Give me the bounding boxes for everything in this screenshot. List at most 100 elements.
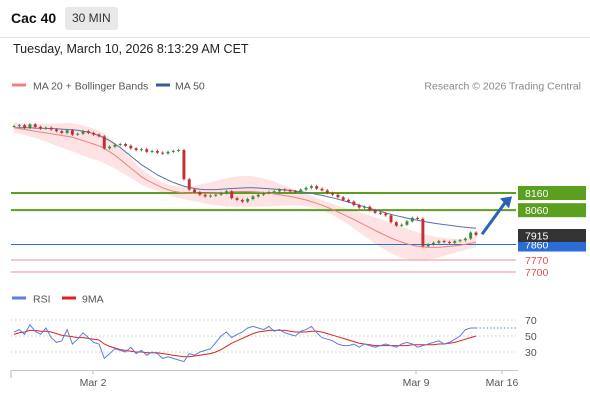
candle-body [421, 218, 425, 247]
moving-averages [13, 127, 477, 248]
candle-body [108, 146, 112, 149]
candle-body [347, 199, 351, 202]
candle-body [453, 241, 457, 243]
level-label-8160: 8160 [525, 188, 549, 200]
level-label-8060: 8060 [525, 205, 549, 217]
candle-body [458, 240, 462, 242]
candle-body [86, 131, 90, 133]
candle-body [230, 191, 234, 199]
candle-body [65, 130, 69, 133]
header-divider [0, 37, 590, 38]
report-datetime: Tuesday, March 10, 2026 8:13:29 AM CET [13, 42, 249, 56]
candle-body [246, 199, 250, 202]
candle-body [315, 186, 319, 189]
candle-body [293, 191, 297, 193]
rsi-tick-50: 50 [525, 331, 537, 343]
timeframe-button[interactable]: 30 MIN [65, 7, 118, 30]
candle-body [92, 132, 96, 135]
rsi-line [13, 323, 476, 363]
candle-body [262, 193, 266, 195]
candle-body [102, 136, 106, 149]
candle-body [378, 212, 382, 214]
candle-body [283, 189, 287, 191]
rsi-legend-label: RSI [33, 294, 51, 306]
candle-body [55, 129, 58, 132]
candle-body [166, 151, 170, 154]
level-label-7770: 7770 [525, 255, 549, 267]
rsi-ma-legend-label: 9MA [82, 294, 104, 306]
candle-body [341, 197, 345, 200]
candle-body [76, 133, 80, 135]
candle-body [267, 192, 271, 194]
candle-body [240, 199, 244, 202]
candle-body [177, 150, 181, 152]
rsi-tick-30: 30 [525, 347, 537, 359]
candle-body [299, 189, 303, 193]
ma20-legend-label: MA 20 + Bollinger Bands [33, 81, 148, 93]
candle-body [214, 194, 218, 196]
candle-body [155, 150, 159, 153]
candle-body [209, 195, 212, 197]
ma20-line [13, 127, 477, 248]
rsi-panel: 70 50 30 [11, 315, 537, 363]
candle-body [352, 201, 356, 206]
candle-body [97, 134, 101, 137]
last-price-label: 7915 [525, 231, 549, 243]
candle-body [336, 194, 340, 198]
candle-body [219, 193, 223, 195]
ma50-line [14, 127, 477, 229]
candle-body [437, 241, 441, 243]
candle-body [288, 190, 292, 192]
candle-body [394, 222, 398, 226]
candle-body [432, 242, 435, 245]
candle-body [309, 186, 313, 188]
candle-body [145, 149, 149, 152]
candle-body [363, 206, 366, 208]
rsi-ma-line [13, 329, 477, 358]
candle-body [442, 241, 446, 243]
candle-body [410, 217, 414, 222]
candle-body [224, 191, 228, 193]
forecast-arrow-head [500, 196, 512, 209]
candle-body [384, 213, 388, 216]
rsi-legend-swatch [12, 296, 26, 300]
candle-body [463, 238, 467, 241]
candle-body [198, 192, 202, 195]
candle-body [251, 196, 255, 200]
candle-body [405, 221, 409, 225]
x-tick-label: Mar 9 [403, 377, 430, 389]
candle-body [400, 224, 404, 226]
level-label-7700: 7700 [525, 267, 549, 279]
candle-body [118, 144, 122, 146]
instrument-name: Cac 40 [11, 10, 57, 26]
ma50-legend-swatch [156, 83, 170, 87]
ma20-legend-swatch [12, 83, 26, 87]
level-label-7860: 7860 [525, 240, 549, 252]
candle-body [129, 145, 133, 149]
candle-body [113, 144, 117, 147]
candle-body [447, 241, 451, 243]
candle-body [474, 232, 478, 236]
candle-body [272, 191, 276, 193]
candle-body [44, 127, 48, 129]
candle-body [39, 126, 43, 129]
candle-body [357, 205, 361, 208]
candle-body [325, 190, 329, 193]
candle-body [182, 150, 186, 180]
candle-body [426, 244, 430, 247]
candle-body [12, 126, 16, 128]
candle-body [139, 149, 143, 151]
x-axis: Mar 2 Mar 9 Mar 16 [10, 370, 518, 389]
candle-body [60, 131, 64, 133]
candle-body [81, 131, 85, 134]
candle-body [70, 130, 74, 135]
candle-body [320, 188, 324, 191]
candle-body [23, 125, 27, 128]
candle-body [49, 127, 53, 130]
candle-body [161, 152, 165, 154]
candle-body [171, 150, 175, 152]
rsi-tick-70: 70 [525, 315, 537, 327]
candle-body [124, 144, 127, 146]
x-tick-label: Mar 2 [80, 377, 107, 389]
